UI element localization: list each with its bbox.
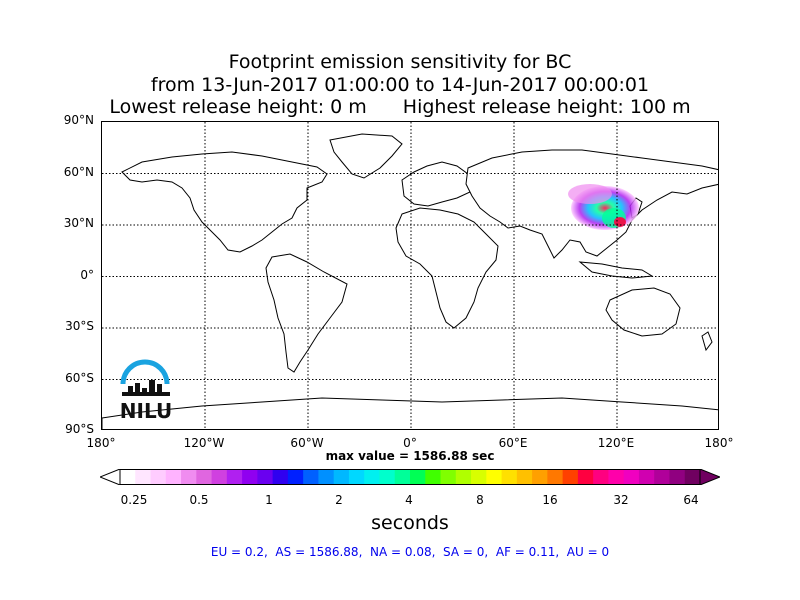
colorbar-segment [654, 469, 670, 485]
colorbar-segment [226, 469, 243, 485]
longitude-label: 60°W [290, 436, 324, 450]
latitude-label: 60°S [65, 370, 94, 385]
colorbar-segment [318, 469, 335, 485]
colorbar-segment [608, 469, 625, 485]
nilu-logo: NILU [118, 356, 174, 423]
highest-release-height: Highest release height: 100 m [402, 96, 691, 118]
colorbar-segment [547, 469, 564, 485]
colorbar-segment [516, 469, 533, 485]
colorbar-tick-label: 32 [613, 493, 629, 507]
colorbar-segment [150, 469, 167, 485]
colorbar-segment [348, 469, 365, 485]
colorbar-segment [120, 469, 136, 485]
colorbar-segment [410, 469, 426, 485]
greenland-outline [329, 133, 403, 179]
latitude-label: 60°N [63, 164, 94, 179]
colorbar-segment [501, 469, 518, 485]
indonesia-outline [578, 261, 654, 279]
colorbar-segment [669, 469, 686, 485]
colorbar-tick-label: 4 [405, 493, 413, 507]
colorbar-segment [532, 469, 548, 485]
colorbar-unit-label: seconds [371, 512, 449, 534]
logo-wordmark: NILU [120, 399, 172, 422]
colorbar-tick-label: 16 [542, 493, 558, 507]
colorbar-segment [287, 469, 304, 485]
longitude-label: 0° [403, 436, 417, 450]
colorbar-segment [242, 469, 258, 485]
colorbar-max-extend [699, 469, 720, 485]
colorbar-segment [196, 469, 213, 485]
max-value-label: max value = 1586.88 sec [325, 449, 495, 463]
chart-title-line1: Footprint emission sensitivity for BC [228, 51, 572, 73]
africa-outline [395, 207, 499, 329]
colorbar [100, 469, 720, 485]
latitude-label: 90°N [63, 113, 94, 127]
australia-outline [605, 287, 681, 337]
colorbar-segment [638, 469, 655, 485]
colorbar-segment [471, 469, 487, 485]
chart-title-line3: Lowest release height: 0 m Highest releas… [0, 96, 800, 118]
footprint-emission-plume [568, 184, 639, 230]
regional-values: EU = 0.2, AS = 1586.88, NA = 0.08, SA = … [210, 545, 610, 559]
colorbar-segment [440, 469, 457, 485]
colorbar-tick-label: 0.5 [189, 493, 209, 507]
longitude-label: 120°W [183, 436, 225, 450]
world-map [101, 121, 719, 430]
longitude-label: 120°E [597, 436, 635, 450]
map-canvas [102, 122, 718, 429]
colorbar-segment [486, 469, 503, 485]
longitude-label: 60°E [498, 436, 528, 450]
colorbar-segment [211, 469, 228, 485]
colorbar-segment [577, 469, 594, 485]
south-america-outline [265, 253, 348, 373]
colorbar-segment [364, 469, 380, 485]
colorbar-tick-label: 64 [683, 493, 699, 507]
colorbar-min-extend [100, 469, 121, 485]
north-america-outline [121, 151, 328, 253]
colorbar-segment [623, 469, 640, 485]
colorbar-tick-label: 8 [476, 493, 484, 507]
colorbar-segment [379, 469, 396, 485]
longitude-label: 180° [86, 436, 116, 450]
colorbar-segment [593, 469, 609, 485]
colorbar-segment [425, 469, 442, 485]
colorbar-segment [333, 469, 350, 485]
colorbar-tick-label: 1 [265, 493, 273, 507]
longitude-label: 180° [704, 436, 734, 450]
colorbar-segment [257, 469, 274, 485]
colorbar-tick-label: 0.25 [120, 493, 148, 507]
latitude-label: 90°S [65, 422, 94, 436]
land-masses [102, 133, 718, 429]
logo-skyline-icon [122, 380, 170, 396]
latitude-label: 0° [80, 267, 94, 282]
logo-arc-icon [120, 359, 170, 385]
antarctica-outline [102, 397, 718, 429]
graticule-gridlines [102, 122, 718, 429]
latitude-label: 30°S [65, 319, 94, 333]
chart-title-line2: from 13-Jun-2017 01:00:00 to 14-Jun-2017… [150, 74, 650, 96]
new-zealand-outline [701, 331, 713, 352]
latitude-label: 30°N [63, 216, 94, 230]
colorbar-segment [272, 469, 289, 485]
colorbar-segment [135, 469, 152, 485]
colorbar-border [119, 469, 701, 485]
colorbar-segment [562, 469, 579, 485]
colorbar-segment [394, 469, 411, 485]
lowest-release-height: Lowest release height: 0 m [109, 96, 367, 118]
europe-outline [401, 161, 475, 207]
colorbar-tick-label: 2 [335, 493, 343, 507]
colorbar-segment [684, 469, 701, 485]
colorbar-segment [165, 469, 182, 485]
colorbar-segment [455, 469, 472, 485]
colorbar-segment [181, 469, 197, 485]
colorbar-segment [303, 469, 319, 485]
